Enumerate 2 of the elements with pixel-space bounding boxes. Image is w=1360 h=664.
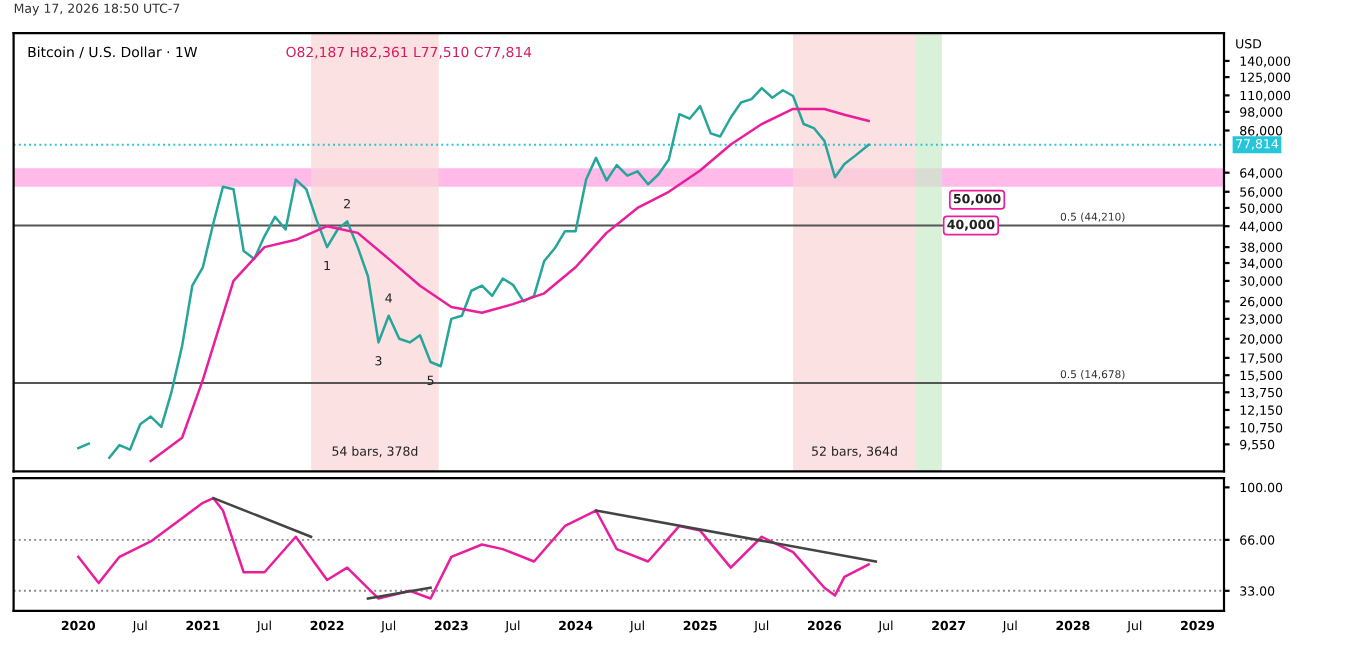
line-series <box>77 496 870 600</box>
line-series <box>149 107 870 463</box>
